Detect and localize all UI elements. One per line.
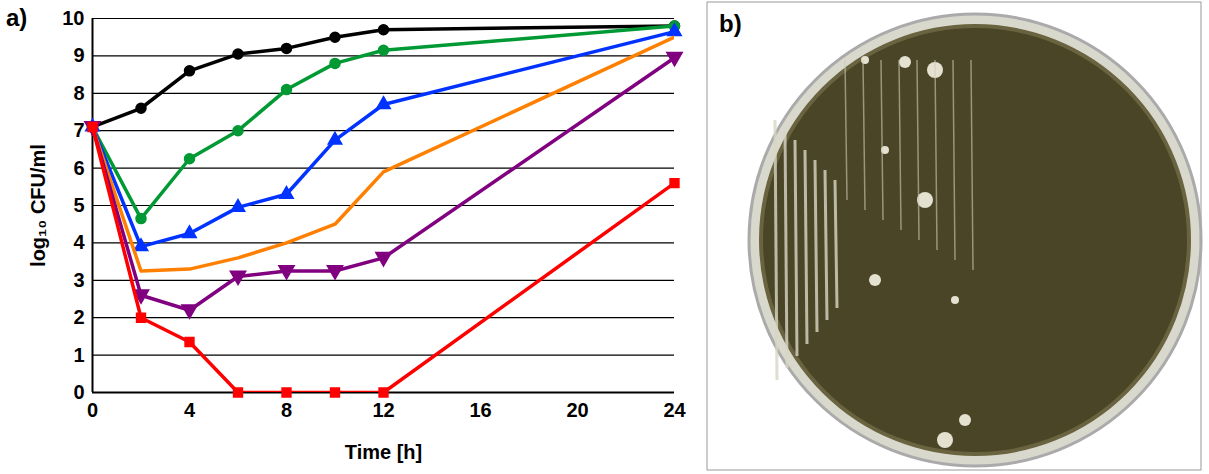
svg-text:4: 4 xyxy=(73,231,85,253)
svg-text:2: 2 xyxy=(73,306,84,328)
svg-text:0: 0 xyxy=(87,399,98,421)
svg-text:8: 8 xyxy=(73,82,84,104)
svg-text:24: 24 xyxy=(663,399,686,421)
svg-text:0: 0 xyxy=(73,381,84,403)
svg-text:12: 12 xyxy=(372,399,394,421)
svg-text:20: 20 xyxy=(566,399,588,421)
svg-text:log₁₀ CFU/ml: log₁₀ CFU/ml xyxy=(27,144,49,267)
svg-text:16: 16 xyxy=(469,399,491,421)
svg-text:10: 10 xyxy=(62,7,84,29)
svg-text:b): b) xyxy=(719,10,742,37)
svg-text:5: 5 xyxy=(73,194,84,216)
svg-text:6: 6 xyxy=(73,157,84,179)
svg-text:1: 1 xyxy=(73,344,84,366)
svg-text:8: 8 xyxy=(281,399,292,421)
svg-text:Time [h]: Time [h] xyxy=(345,441,422,463)
svg-text:4: 4 xyxy=(184,399,196,421)
html-text:a): a) xyxy=(6,4,28,31)
svg-text:9: 9 xyxy=(73,44,84,66)
svg-text:3: 3 xyxy=(73,269,84,291)
svg-text:7: 7 xyxy=(73,119,84,141)
